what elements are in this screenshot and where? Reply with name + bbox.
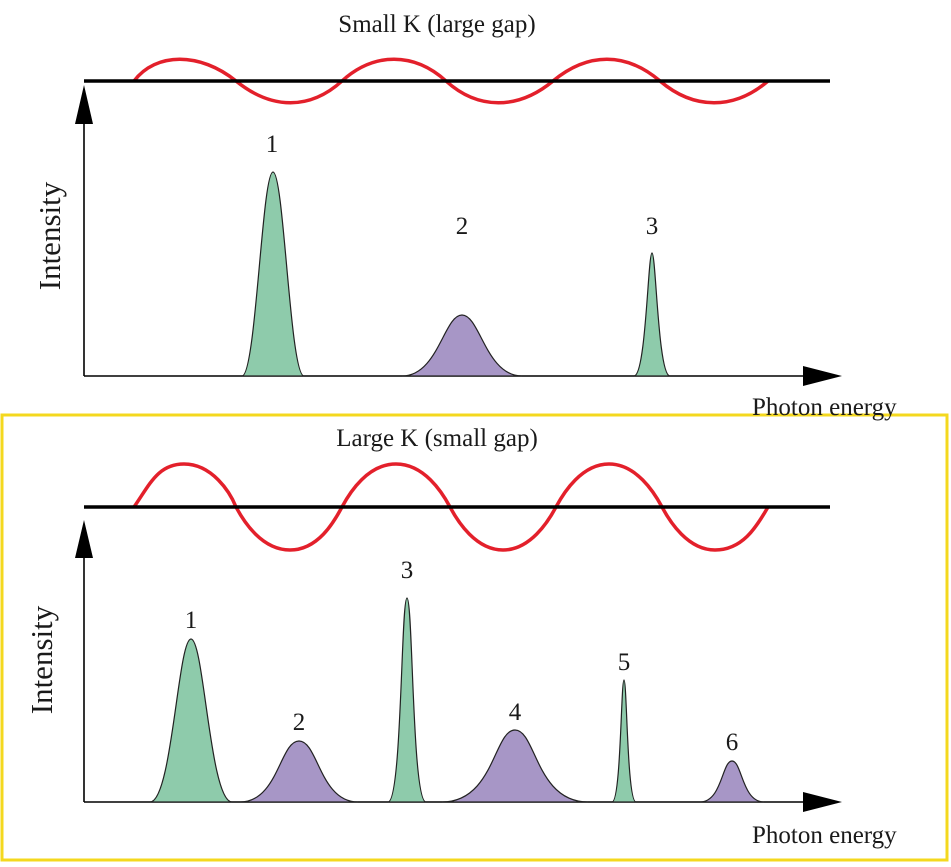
peak-6: [699, 760, 765, 803]
y-axis-arrow: [75, 520, 93, 558]
x-axis-arrow: [803, 366, 842, 386]
peak-4: [441, 729, 589, 803]
peak-1: [241, 171, 305, 377]
x-axis-label: Photon energy: [752, 822, 897, 849]
peak-3: [633, 252, 671, 377]
peak-label-5: 5: [618, 649, 631, 676]
panel-large-k: Large K (small gap) Intensity Photon ene…: [24, 425, 897, 849]
peak-1: [149, 638, 233, 803]
x-axis-label: Photon energy: [752, 394, 897, 421]
peak-label-2: 2: [456, 213, 469, 240]
peak-label-4: 4: [509, 699, 522, 726]
peak-label-2: 2: [293, 709, 306, 736]
panel-title: Small K (large gap): [338, 11, 535, 38]
peak-3: [387, 597, 427, 803]
y-axis-label: Intensity: [24, 605, 59, 714]
peak-5: [611, 679, 637, 803]
panel-title: Large K (small gap): [336, 425, 538, 452]
highlight-box: [0, 413, 949, 862]
y-axis-label: Intensity: [32, 181, 67, 290]
peak-label-1: 1: [266, 131, 279, 158]
peak-2: [401, 314, 523, 377]
peak-label-3: 3: [646, 213, 659, 240]
peak-label-6: 6: [726, 729, 739, 756]
y-axis-arrow: [75, 85, 93, 124]
peak-label-1: 1: [185, 607, 198, 634]
peak-label-3: 3: [401, 557, 414, 584]
x-axis-arrow: [803, 792, 842, 812]
panel-small-k: Small K (large gap) Intensity Photon ene…: [32, 11, 897, 421]
peak-2: [239, 740, 359, 803]
